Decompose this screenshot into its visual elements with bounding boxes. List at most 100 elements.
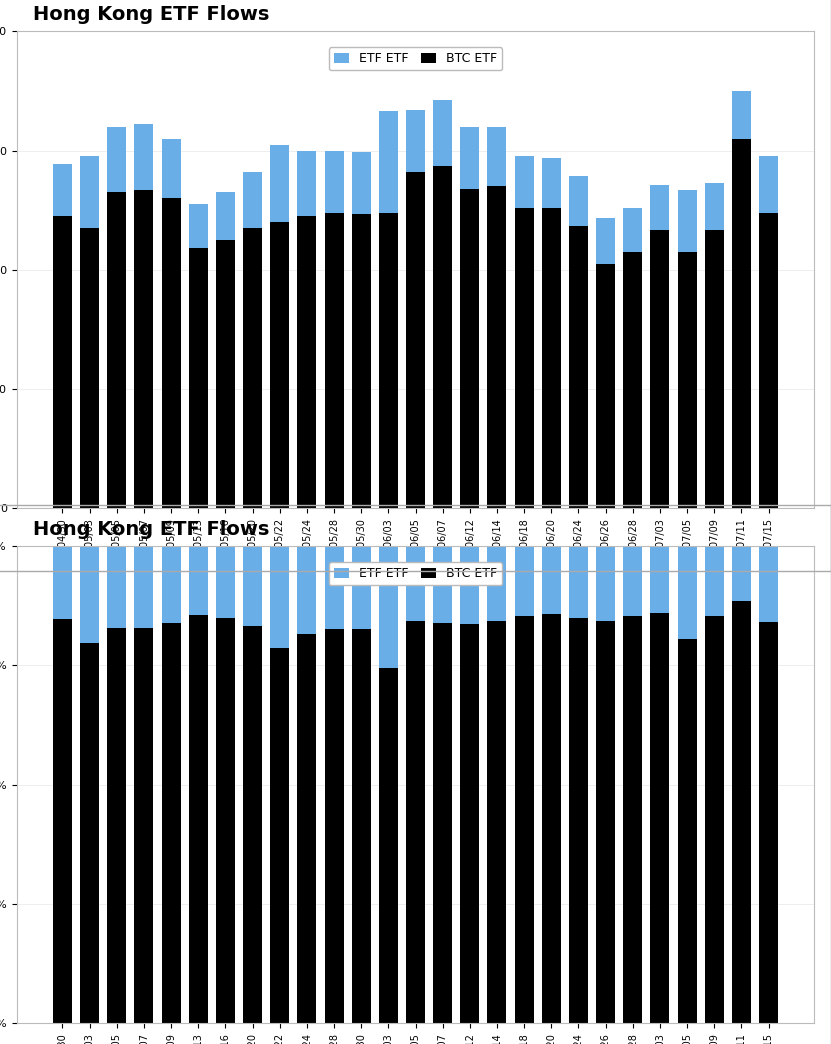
- Bar: [161, 546, 180, 623]
- Bar: [542, 615, 561, 1023]
- Bar: [243, 228, 262, 508]
- Text: Hong Kong ETF Flows: Hong Kong ETF Flows: [32, 520, 269, 539]
- Bar: [732, 91, 751, 139]
- Bar: [705, 231, 724, 508]
- Bar: [107, 628, 126, 1023]
- X-axis label: Date: Date: [401, 579, 430, 593]
- Bar: [732, 139, 751, 508]
- Bar: [460, 546, 479, 623]
- Bar: [651, 546, 670, 613]
- Bar: [732, 600, 751, 1023]
- Bar: [514, 616, 534, 1023]
- Bar: [596, 546, 615, 621]
- Bar: [514, 157, 534, 208]
- Bar: [705, 616, 724, 1023]
- Bar: [297, 150, 317, 216]
- Bar: [759, 157, 778, 213]
- Bar: [651, 613, 670, 1023]
- Bar: [80, 228, 99, 508]
- Bar: [732, 546, 751, 600]
- Bar: [189, 248, 208, 508]
- Bar: [651, 231, 670, 508]
- Bar: [759, 622, 778, 1023]
- Bar: [596, 621, 615, 1023]
- Bar: [623, 616, 642, 1023]
- Bar: [514, 546, 534, 616]
- Bar: [297, 546, 317, 634]
- Bar: [352, 151, 371, 214]
- Bar: [379, 668, 398, 1023]
- Bar: [406, 172, 425, 508]
- Bar: [80, 643, 99, 1023]
- Bar: [379, 546, 398, 668]
- Bar: [569, 546, 588, 618]
- Bar: [352, 546, 371, 630]
- Bar: [488, 186, 506, 508]
- Bar: [406, 110, 425, 172]
- Bar: [325, 150, 343, 213]
- Bar: [53, 619, 72, 1023]
- Bar: [677, 546, 696, 639]
- Bar: [161, 139, 180, 198]
- Bar: [623, 252, 642, 508]
- Bar: [80, 546, 99, 643]
- Bar: [216, 618, 235, 1023]
- Bar: [488, 621, 506, 1023]
- Bar: [352, 214, 371, 508]
- Bar: [189, 205, 208, 248]
- Bar: [135, 124, 154, 190]
- Bar: [514, 208, 534, 508]
- Bar: [352, 630, 371, 1023]
- Bar: [705, 546, 724, 616]
- Bar: [488, 546, 506, 621]
- Bar: [135, 190, 154, 508]
- Bar: [569, 618, 588, 1023]
- Bar: [406, 620, 425, 1023]
- Bar: [759, 213, 778, 508]
- Bar: [270, 222, 289, 508]
- Bar: [243, 172, 262, 228]
- Bar: [596, 264, 615, 508]
- Bar: [135, 627, 154, 1023]
- Bar: [379, 213, 398, 508]
- Bar: [161, 623, 180, 1023]
- Bar: [651, 185, 670, 231]
- Legend: ETF ETF, BTC ETF: ETF ETF, BTC ETF: [329, 562, 502, 585]
- Bar: [270, 648, 289, 1023]
- Bar: [53, 546, 72, 619]
- Bar: [297, 216, 317, 508]
- Bar: [270, 546, 289, 648]
- Bar: [270, 144, 289, 222]
- Bar: [135, 546, 154, 627]
- Bar: [542, 546, 561, 615]
- Bar: [80, 157, 99, 228]
- Bar: [216, 240, 235, 508]
- Bar: [677, 252, 696, 508]
- Bar: [53, 216, 72, 508]
- Bar: [216, 546, 235, 618]
- Bar: [569, 226, 588, 508]
- Bar: [379, 112, 398, 213]
- Bar: [433, 623, 452, 1023]
- Bar: [460, 126, 479, 189]
- Bar: [53, 164, 72, 216]
- Bar: [107, 192, 126, 508]
- Bar: [596, 218, 615, 264]
- Bar: [677, 190, 696, 252]
- Bar: [243, 546, 262, 625]
- Bar: [623, 546, 642, 616]
- Bar: [759, 546, 778, 622]
- Bar: [623, 208, 642, 252]
- Bar: [325, 546, 343, 628]
- Bar: [433, 546, 452, 623]
- Bar: [569, 175, 588, 226]
- Bar: [460, 623, 479, 1023]
- Bar: [325, 628, 343, 1023]
- Bar: [433, 100, 452, 166]
- Bar: [705, 183, 724, 231]
- Bar: [542, 208, 561, 508]
- Bar: [433, 166, 452, 508]
- Bar: [677, 639, 696, 1023]
- Bar: [325, 213, 343, 508]
- Legend: ETF ETF, BTC ETF: ETF ETF, BTC ETF: [329, 47, 502, 70]
